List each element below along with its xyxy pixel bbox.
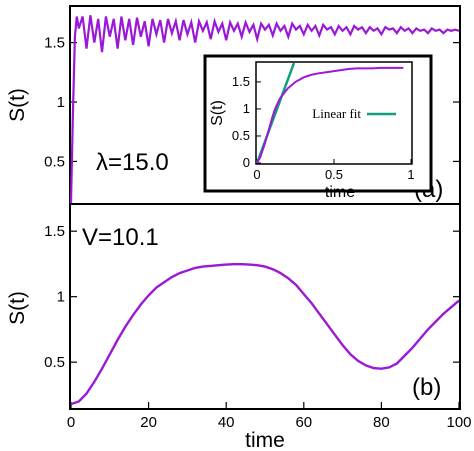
panel-b-frame (69, 203, 461, 410)
panel-b-xtick-label: 60 (295, 414, 312, 431)
panel-b-xtick-label: 100 (446, 414, 471, 431)
inset-xlabel: time (325, 184, 355, 201)
inset-ytick-label: 1.5 (232, 74, 250, 89)
panel-b-xtick-label: 80 (373, 414, 390, 431)
panel-b-v-annotation: V=10.1 (82, 224, 159, 251)
panel-b-xtick-label: 20 (140, 414, 157, 431)
inset-plot: 00.511.5 0 0.5 1 S(t) time Linear fit (203, 54, 433, 201)
inset-yticks: 0 0.5 1 1.5 (232, 74, 261, 170)
inset-xtick-label: 0 (253, 167, 260, 182)
inset-xticks: 0 0.5 1 (253, 159, 415, 182)
panel-b-ylabel: S(t) (6, 291, 29, 325)
inset-series-line (256, 66, 404, 164)
panel-b-ytick-label: 1 (57, 289, 65, 306)
panel-a-ytick-label: 0.5 (44, 153, 65, 170)
panel-b-xtick-label: 40 (218, 414, 235, 431)
panel-a-lambda-annotation: λ=15.0 (96, 149, 169, 176)
inset-legend-label: Linear fit (312, 106, 361, 121)
panel-a-yticks: 0.5 1 1.5 (44, 35, 460, 170)
inset-xtick-label: 0.5 (325, 167, 343, 182)
panel-b-xticks: 0 20 40 60 80 100 (67, 402, 472, 431)
inset-background (203, 54, 433, 193)
panel-a-ylabel: S(t) (6, 88, 29, 122)
panel-b-xtick-label: 0 (67, 414, 75, 431)
panel-a-ytick-label: 1.5 (44, 35, 65, 52)
inset-ylabel: S(t) (209, 100, 226, 126)
panel-b-series-line (70, 263, 460, 406)
panel-b-label: (b) (412, 374, 441, 401)
panel-b-yticks: 0.5 1 1.5 (44, 223, 460, 371)
inset-ytick-label: 0 (243, 155, 250, 170)
panel-b: 0.5 1 1.5 0 20 40 60 80 100 S(t) time V=10.1 (b… (6, 203, 472, 451)
panel-b-ytick-label: 1.5 (44, 223, 65, 240)
panel-b-ytick-label: 0.5 (44, 354, 65, 371)
inset-ytick-label: 1 (243, 101, 250, 116)
panel-a-ytick-label: 1 (57, 94, 65, 111)
panel-a: 0.511.5 S(t) λ=15.0 (a) 00.511.5 00.51 S… (6, 5, 461, 205)
inset-ytick-label: 0.5 (232, 128, 250, 143)
panel-a-series-line (69, 15, 460, 204)
inset-xtick-label: 1 (407, 167, 414, 182)
panel-b-xlabel: time (245, 429, 285, 451)
